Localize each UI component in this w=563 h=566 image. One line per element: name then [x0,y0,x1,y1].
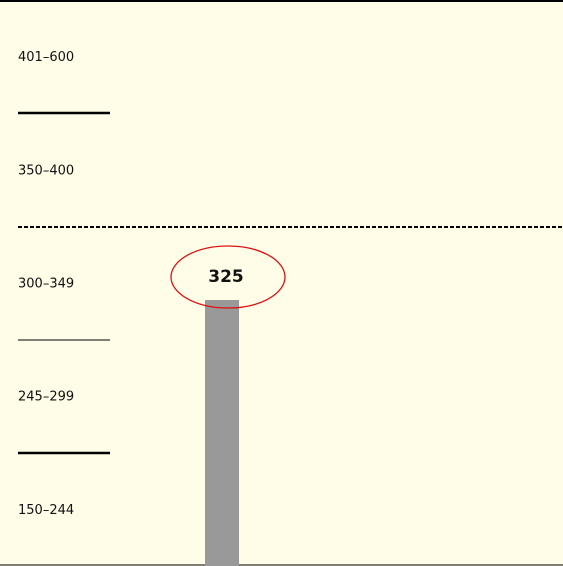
band-label: 245–299 [18,390,74,405]
score-highlight [170,245,286,309]
score-bar [205,300,239,566]
band-label: 150–244 [18,503,74,518]
score-label: 325 [208,267,244,287]
band-label: 300–349 [18,277,74,292]
band-label: 350–400 [18,163,74,178]
band-label: 401–600 [18,50,74,65]
